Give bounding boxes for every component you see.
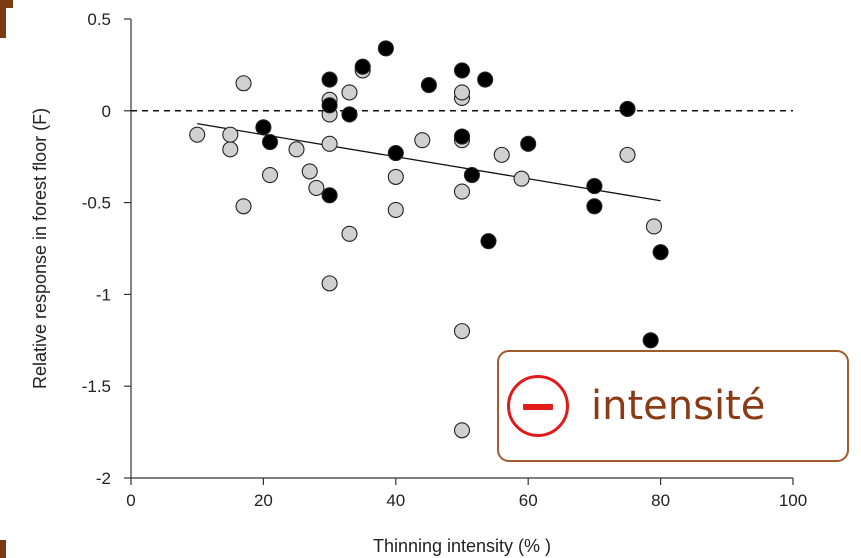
open-point (453, 422, 471, 439)
corner-mark-bottom (0, 540, 6, 558)
x-tick-label: 100 (779, 491, 807, 510)
filled-point (480, 233, 497, 250)
open-point (387, 168, 404, 185)
filled-point (619, 100, 636, 118)
y-tick-label: -2 (96, 469, 111, 488)
open-point (222, 126, 239, 143)
open-point (453, 84, 471, 101)
open-point (308, 179, 325, 196)
corner-mark-top-stem (0, 0, 6, 38)
filled-point (321, 71, 338, 88)
filled-point (387, 144, 404, 162)
filled-point (477, 71, 494, 88)
filled-point (255, 119, 272, 136)
filled-point (420, 77, 437, 94)
filled-point (652, 244, 669, 261)
open-point (288, 141, 305, 158)
filled-point (453, 128, 471, 145)
open-point (341, 225, 358, 242)
y-axis-title: Relative response in forest floor (F) (30, 108, 50, 389)
x-tick-labels: 0 20 40 60 80 100 (126, 491, 807, 510)
annotation-text: intensité (591, 383, 766, 429)
open-point (321, 135, 338, 152)
points-layer (189, 40, 669, 439)
y-tick-labels: 0.5 0 -0.5 -1 -1.5 -2 (82, 10, 111, 488)
y-tick-label: -1.5 (82, 377, 111, 396)
x-tick-label: 80 (651, 491, 670, 510)
x-axis-title: Thinning intensity (% ) (373, 536, 551, 556)
y-tick-label: -1 (96, 285, 111, 304)
filled-point (586, 178, 603, 195)
open-point (341, 84, 358, 101)
open-point (235, 198, 252, 215)
corner-mark-top (0, 0, 13, 8)
open-point (261, 167, 279, 184)
filled-point (341, 106, 358, 123)
open-point (645, 218, 663, 235)
open-point (493, 146, 510, 163)
x-tick-label: 60 (519, 491, 538, 510)
open-point (453, 323, 471, 340)
open-point (619, 146, 636, 163)
filled-point (453, 62, 471, 79)
filled-point (321, 97, 338, 114)
x-tick-label: 40 (386, 491, 405, 510)
x-tick-label: 20 (254, 491, 273, 510)
open-point (222, 141, 239, 158)
filled-point (321, 187, 338, 204)
open-point (235, 75, 252, 92)
filled-point (354, 58, 371, 75)
open-point (387, 201, 404, 218)
plot-frame (124, 18, 794, 485)
filled-point (261, 133, 279, 151)
y-tick-label: -0.5 (82, 194, 111, 213)
open-point (414, 132, 431, 149)
filled-point (586, 198, 603, 215)
y-tick-label: 0.5 (87, 10, 111, 29)
annotation-box: intensité (497, 350, 849, 462)
filled-point (463, 167, 480, 184)
open-point (321, 275, 338, 292)
open-point (301, 163, 318, 180)
x-tick-label: 0 (126, 491, 135, 510)
y-tick-label: 0 (102, 102, 111, 121)
filled-point (642, 332, 659, 349)
filled-point (377, 40, 394, 57)
open-point (189, 126, 206, 143)
minus-circle-icon (507, 375, 569, 437)
open-point (453, 183, 471, 200)
open-point (513, 170, 530, 187)
filled-point (520, 135, 537, 152)
